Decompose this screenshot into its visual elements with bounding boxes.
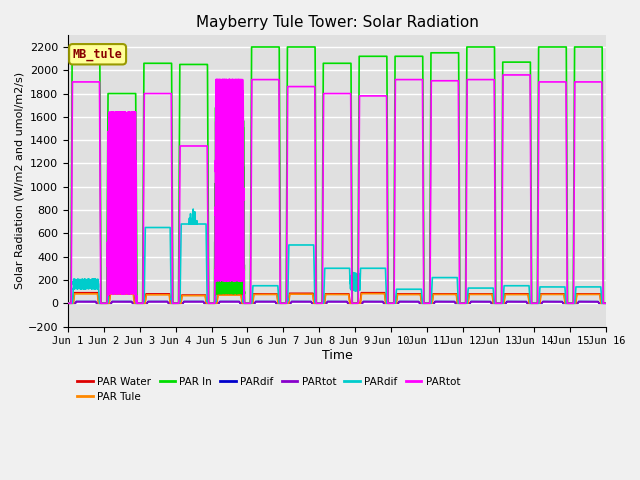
Title: Mayberry Tule Tower: Solar Radiation: Mayberry Tule Tower: Solar Radiation <box>196 15 479 30</box>
Text: MB_tule: MB_tule <box>73 48 122 61</box>
X-axis label: Time: Time <box>322 349 353 362</box>
Legend: PAR Water, PAR Tule, PAR In, PARdif, PARtot, PARdif, PARtot: PAR Water, PAR Tule, PAR In, PARdif, PAR… <box>73 372 464 406</box>
Y-axis label: Solar Radiation (W/m2 and umol/m2/s): Solar Radiation (W/m2 and umol/m2/s) <box>15 72 25 289</box>
